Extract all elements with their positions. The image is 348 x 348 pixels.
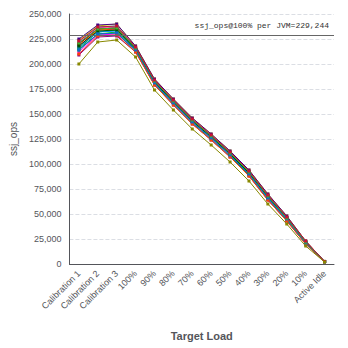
svg-text:Target Load: Target Load — [171, 330, 233, 342]
svg-text:25,000: 25,000 — [34, 234, 62, 244]
svg-text:100%: 100% — [116, 268, 139, 291]
svg-text:60%: 60% — [195, 268, 215, 288]
svg-text:150,000: 150,000 — [29, 109, 62, 119]
svg-text:Calibration 1: Calibration 1 — [39, 268, 83, 312]
svg-text:40%: 40% — [233, 268, 253, 288]
svg-text:75,000: 75,000 — [34, 184, 62, 194]
svg-text:250,000: 250,000 — [29, 9, 62, 19]
svg-text:90%: 90% — [138, 268, 158, 288]
svg-text:10%: 10% — [289, 268, 310, 289]
svg-text:80%: 80% — [157, 268, 177, 288]
svg-text:30%: 30% — [252, 268, 272, 288]
svg-text:225,000: 225,000 — [29, 34, 62, 44]
svg-text:125,000: 125,000 — [29, 134, 62, 144]
svg-text:Active Idle: Active Idle — [292, 268, 328, 304]
svg-text:50%: 50% — [214, 268, 234, 288]
svg-text:175,000: 175,000 — [29, 84, 62, 94]
svg-text:ssj_ops@100% per JVM=229,244: ssj_ops@100% per JVM=229,244 — [195, 21, 330, 30]
svg-text:20%: 20% — [271, 268, 291, 288]
svg-text:0: 0 — [56, 259, 61, 269]
svg-text:ssj_ops: ssj_ops — [8, 122, 19, 156]
svg-text:100,000: 100,000 — [29, 159, 62, 169]
svg-text:70%: 70% — [176, 268, 196, 288]
svg-text:200,000: 200,000 — [29, 59, 62, 69]
svg-text:Calibration 2: Calibration 2 — [58, 268, 102, 312]
svg-text:50,000: 50,000 — [34, 209, 62, 219]
svg-text:Calibration 3: Calibration 3 — [77, 268, 120, 311]
